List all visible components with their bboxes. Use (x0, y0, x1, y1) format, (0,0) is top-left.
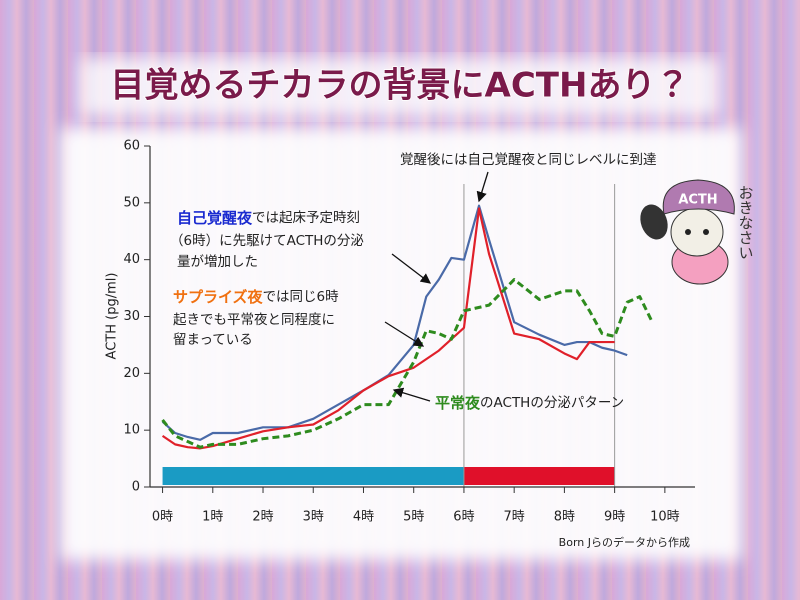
x-tick-label: 2時 (252, 510, 273, 525)
y-tick-label: 20 (123, 366, 140, 381)
x-tick-label: 7時 (504, 510, 525, 525)
annotation-highlight: 自己覚醒夜 (177, 209, 253, 227)
time-band (463, 467, 615, 485)
x-tick-label: 10時 (650, 510, 680, 525)
annotation: サプライズ夜では同じ6時 (173, 288, 339, 306)
mascot-pan (640, 204, 668, 240)
annotation-text: のACTHの分泌パターン (480, 395, 624, 411)
y-tick-label: 60 (123, 139, 140, 154)
series-line (161, 278, 654, 449)
source-note: Born Jらのデータから作成 (559, 535, 690, 549)
mascot-speech: おきなさい (737, 185, 755, 260)
annotation-text: では同じ6時 (263, 289, 340, 305)
title-banner (80, 58, 720, 116)
series-line (161, 204, 628, 441)
series-line (161, 207, 615, 450)
y-tick-label: 0 (132, 480, 140, 495)
arrow (391, 253, 432, 284)
annotation: 平常夜のACTHの分泌パターン (435, 394, 624, 412)
arrow (476, 171, 489, 203)
annotation: 覚醒後には自己覚醒夜と同じレベルに到達 (400, 152, 657, 168)
annotation-highlight: サプライズ夜 (173, 288, 264, 306)
mascot-hat (662, 179, 735, 215)
plot-area: 0 10 20 30 40 50 60 0時 1時 2時 3時 4時 5時 6時 7時 8時 9時 10時 (123, 139, 695, 525)
mascot-face (670, 207, 724, 257)
annotation-highlight: 平常夜 (435, 394, 481, 412)
annotation: （6時）に先駆けてACTHの分泌 (170, 233, 364, 249)
annotation: 起きでも平常夜と同程度に (173, 312, 335, 328)
x-tick-label: 4時 (353, 510, 374, 525)
mascot-hat-text: ACTH (678, 193, 717, 208)
time-band (162, 467, 464, 485)
annotation-text: では起床予定時刻 (252, 210, 360, 226)
x-tick-label: 9時 (604, 510, 625, 525)
annotation: 量が増加した (177, 254, 258, 270)
x-tick-label: 5時 (403, 510, 424, 525)
y-tick-label: 30 (123, 309, 140, 324)
x-tick-label: 0時 (152, 510, 173, 525)
chart-title: 目覚めるチカラの背景にACTHあり？ (111, 66, 690, 106)
x-tick-label: 8時 (554, 510, 575, 525)
x-tick-label: 3時 (303, 510, 324, 525)
annotation: 留まっている (173, 332, 253, 348)
y-axis-label: ACTH (pg/ml) (105, 273, 120, 360)
annotation: 自己覚醒夜では起床予定時刻 (177, 209, 360, 227)
y-tick-label: 50 (123, 195, 140, 210)
arrows (384, 171, 489, 402)
mascot: ACTH おきなさい (640, 179, 755, 285)
panel (60, 128, 742, 560)
x-tick-label: 1時 (202, 510, 223, 525)
x-tick-label: 6時 (453, 510, 474, 525)
arrow (384, 321, 425, 347)
arrow (392, 387, 431, 402)
y-tick-label: 10 (123, 423, 140, 438)
y-tick-label: 40 (123, 252, 140, 267)
